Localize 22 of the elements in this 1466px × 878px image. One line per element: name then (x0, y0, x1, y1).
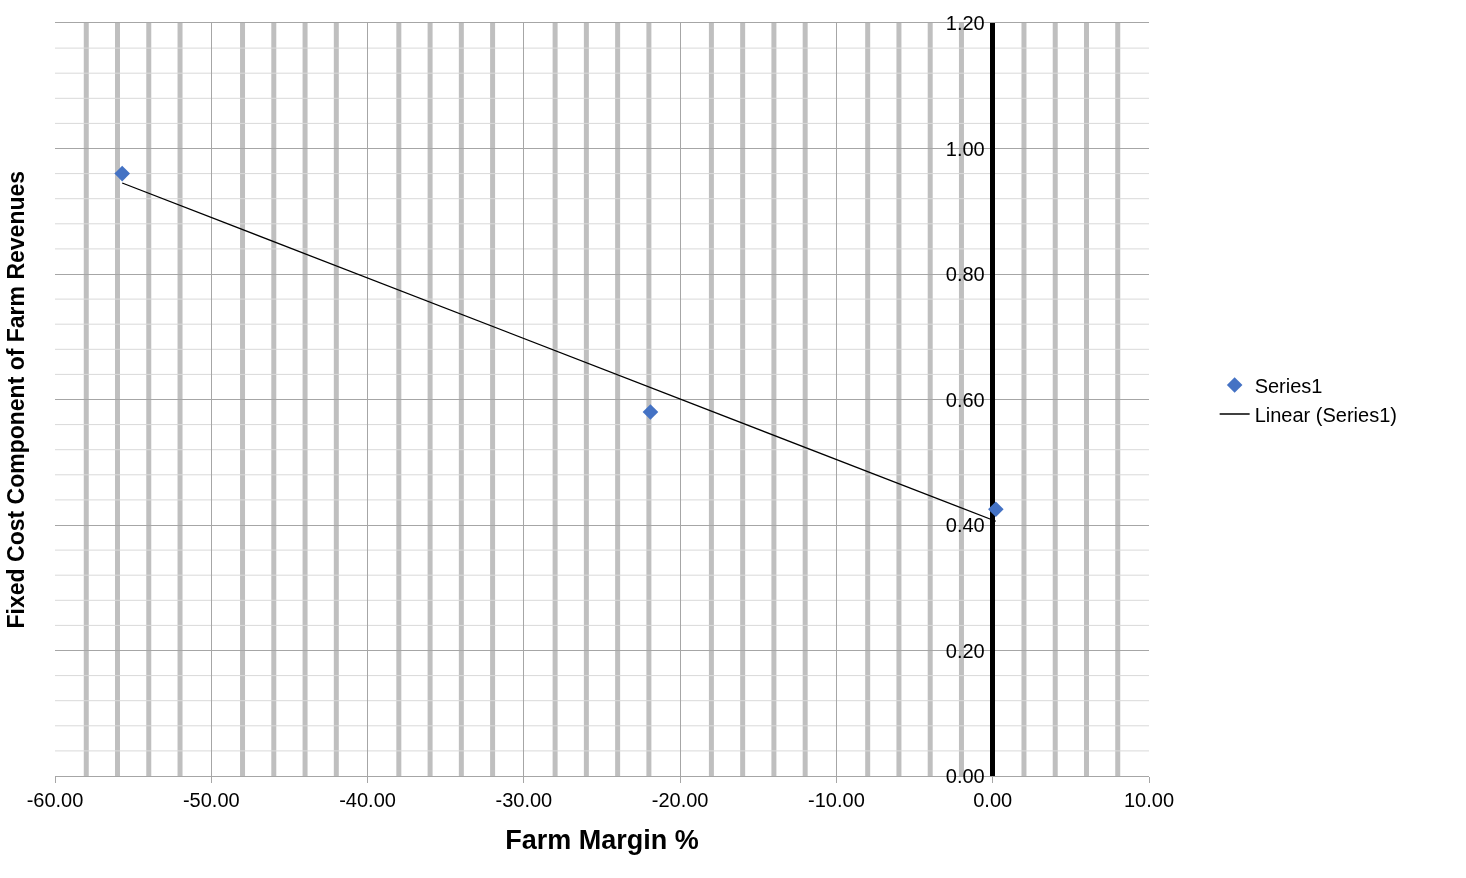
y-tick-label: 0.00 (945, 765, 985, 787)
point (642, 404, 659, 420)
y-tick-label: 1.00 (945, 137, 985, 160)
legend-label: Series1 (1254, 374, 1323, 397)
y-tick-label: 0.40 (945, 514, 985, 536)
x-axis-title: Farm Margin % (505, 825, 699, 856)
x-tick-label: -30.00 (495, 789, 553, 811)
x-tick-label: -60.00 (26, 789, 84, 811)
point (114, 165, 130, 182)
y-tick-label: 0.60 (945, 388, 985, 411)
y-tick-label: 0.20 (945, 639, 985, 662)
x-tick-label: -40.00 (339, 789, 396, 811)
x-tick-label: 0.00 (973, 789, 1013, 811)
x-tick-label: -20.00 (651, 789, 709, 811)
x-tick-label: -50.00 (182, 789, 240, 811)
legend-label: Linear (Series1) (1254, 403, 1397, 426)
y-tick-label: 0.80 (945, 263, 985, 285)
point (988, 501, 1004, 518)
y-axis-title: Fixed Cost Component of Farm Revenues (3, 170, 30, 629)
y-tick-label: 1.20 (945, 12, 985, 34)
x-tick-label: -10.00 (808, 789, 865, 811)
x-tick-label: 10.00 (1123, 789, 1175, 811)
